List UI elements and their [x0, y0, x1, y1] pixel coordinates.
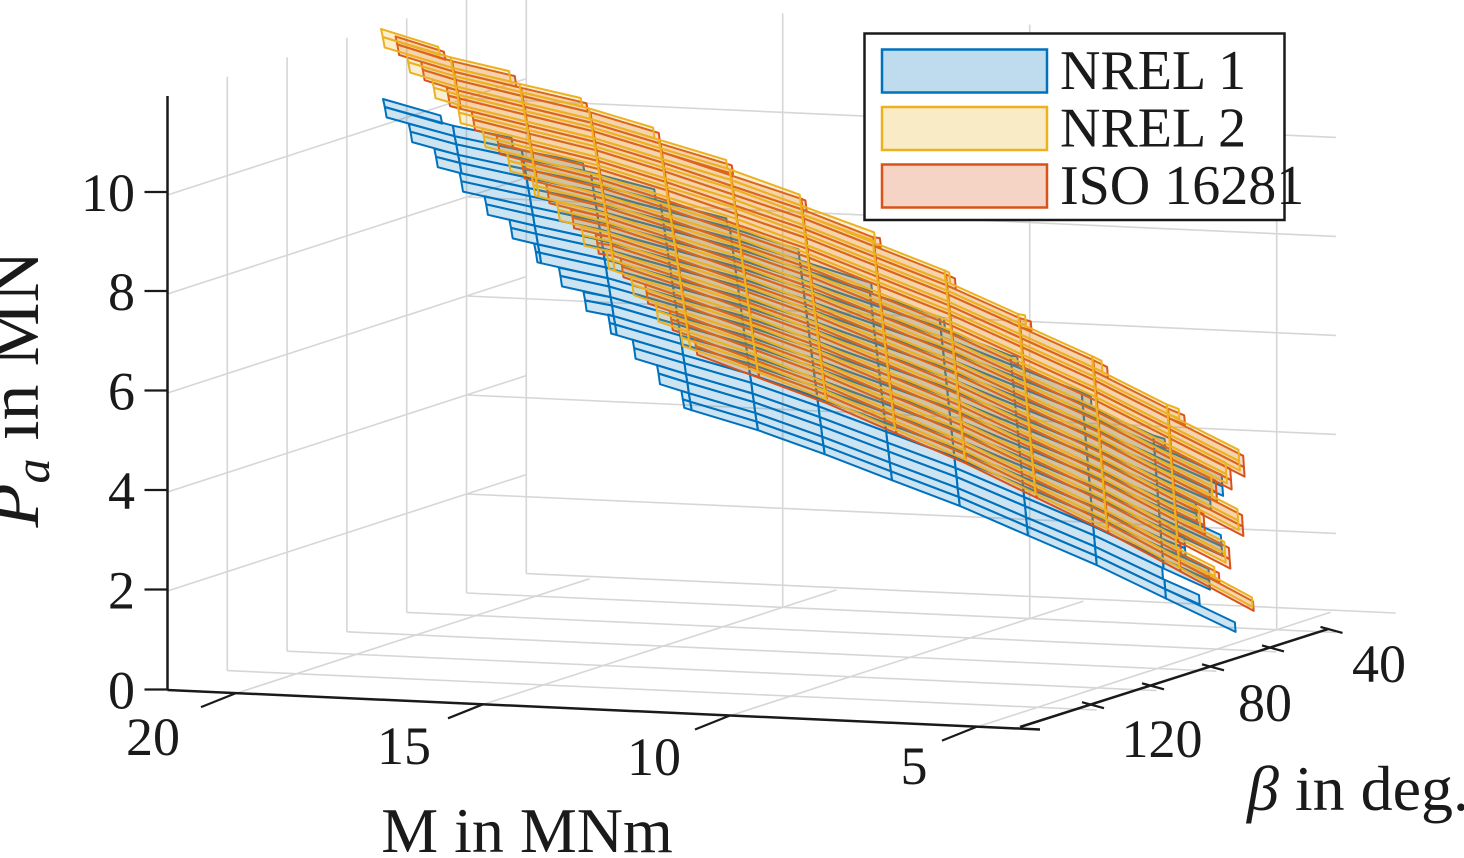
svg-text:NREL 2: NREL 2 [1060, 98, 1246, 160]
svg-text:10: 10 [627, 727, 681, 787]
svg-text:0: 0 [108, 661, 135, 721]
svg-text:8: 8 [108, 262, 135, 322]
svg-text:M in MNm: M in MNm [381, 795, 673, 853]
svg-text:4: 4 [108, 461, 135, 521]
svg-text:15: 15 [377, 716, 431, 776]
svg-text:β in deg.: β in deg. [1245, 753, 1464, 824]
svg-text:Pa in MN: Pa in MN [0, 250, 60, 528]
svg-text:ISO 16281: ISO 16281 [1060, 155, 1304, 217]
svg-text:20: 20 [126, 707, 180, 767]
svg-text:120: 120 [1122, 709, 1203, 769]
svg-text:80: 80 [1238, 673, 1292, 733]
svg-text:10: 10 [81, 163, 135, 223]
svg-text:40: 40 [1352, 634, 1406, 694]
svg-text:2: 2 [108, 561, 135, 621]
svg-text:NREL 1: NREL 1 [1060, 40, 1246, 102]
svg-text:5: 5 [901, 736, 928, 796]
svg-text:6: 6 [108, 362, 135, 422]
